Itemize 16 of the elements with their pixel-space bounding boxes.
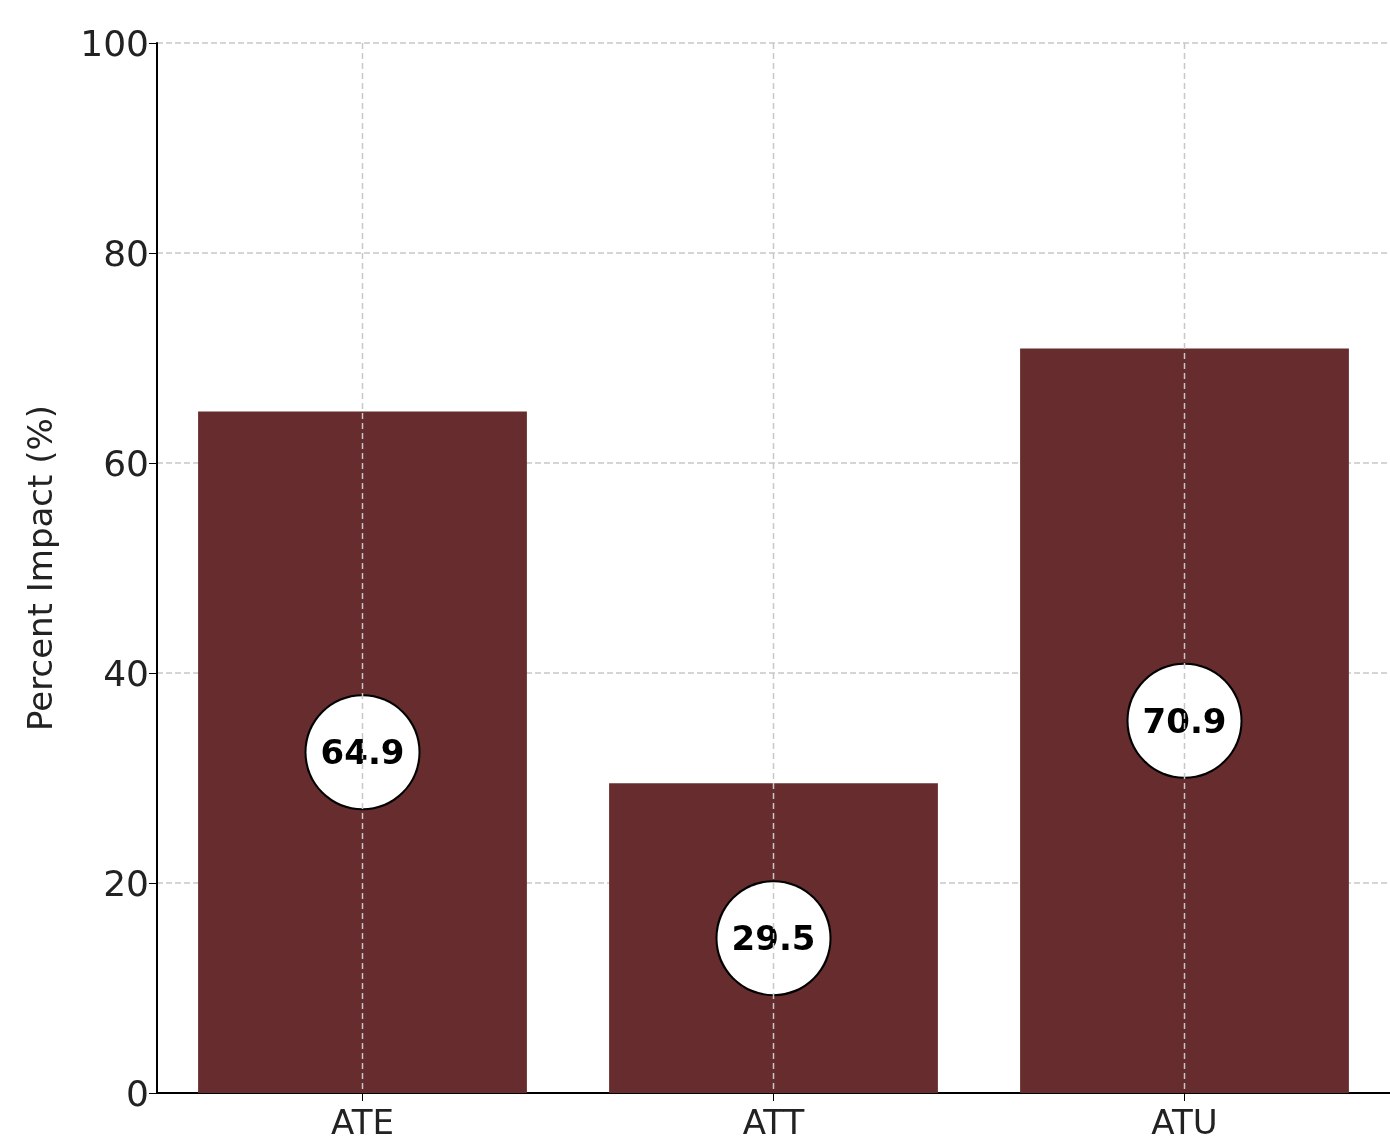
- y-tick-label: 100: [80, 22, 149, 64]
- x-tick-label: ATU: [1151, 1102, 1218, 1142]
- bar: [609, 783, 938, 1093]
- y-tick-label: 80: [103, 232, 149, 274]
- x-tick-label: ATE: [331, 1102, 394, 1142]
- data-label: 70.9: [1142, 700, 1227, 741]
- y-tick-label: 0: [126, 1072, 149, 1114]
- data-label: 29.5: [731, 918, 816, 959]
- y-axis-title: Percent Impact (%): [20, 405, 60, 731]
- y-tick-label: 40: [103, 652, 149, 694]
- y-tick-label: 60: [103, 442, 149, 484]
- y-tick-label: 20: [103, 862, 149, 904]
- data-label: 64.9: [320, 732, 405, 773]
- bar: [198, 411, 527, 1093]
- bar: [1020, 348, 1349, 1093]
- x-tick-label: ATT: [742, 1102, 805, 1142]
